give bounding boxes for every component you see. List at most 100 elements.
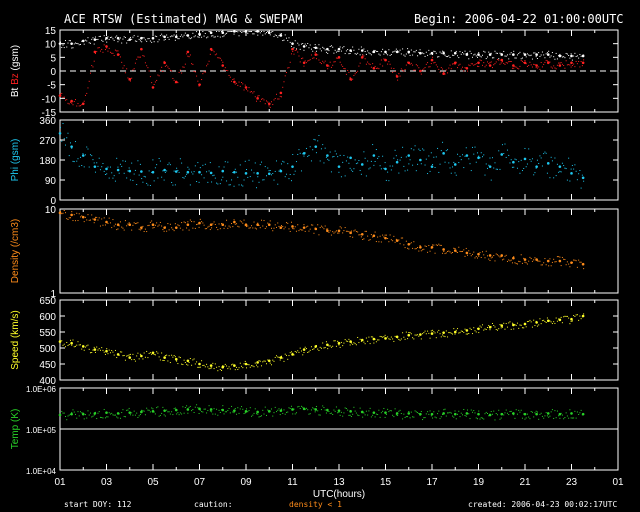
scatter-dot bbox=[278, 170, 280, 172]
scatter-dot bbox=[365, 410, 367, 412]
scatter-dot bbox=[173, 230, 175, 232]
scatter-dot bbox=[60, 93, 61, 95]
scatter-dot bbox=[544, 61, 546, 63]
data-point bbox=[407, 242, 411, 246]
scatter-dot bbox=[496, 254, 498, 256]
scatter-dot bbox=[127, 77, 129, 79]
scatter-dot bbox=[279, 227, 281, 229]
scatter-dot bbox=[106, 41, 108, 43]
scatter-dot bbox=[397, 240, 399, 242]
scatter-dot bbox=[503, 50, 505, 52]
data-point bbox=[337, 229, 341, 233]
scatter-dot bbox=[146, 40, 148, 42]
scatter-dot bbox=[69, 339, 71, 341]
scatter-dot bbox=[64, 144, 66, 146]
scatter-dot bbox=[352, 170, 354, 172]
data-point bbox=[453, 249, 457, 252]
scatter-dot bbox=[226, 180, 228, 182]
data-point bbox=[151, 223, 155, 227]
scatter-dot bbox=[270, 101, 272, 103]
scatter-dot bbox=[211, 181, 213, 183]
scatter-dot bbox=[500, 53, 502, 55]
scatter-dot bbox=[498, 150, 500, 152]
start-doy: start DOY: 112 bbox=[64, 500, 132, 509]
scatter-dot bbox=[298, 55, 300, 57]
scatter-dot bbox=[561, 414, 563, 416]
scatter-dot bbox=[495, 253, 497, 255]
scatter-dot bbox=[104, 49, 106, 51]
scatter-dot bbox=[539, 413, 541, 415]
scatter-dot bbox=[496, 52, 498, 54]
scatter-dot bbox=[278, 408, 280, 410]
scatter-dot bbox=[241, 221, 243, 223]
scatter-dot bbox=[241, 31, 243, 33]
scatter-dot bbox=[318, 414, 320, 416]
scatter-dot bbox=[580, 187, 582, 189]
scatter-dot bbox=[457, 67, 459, 69]
scatter-dot bbox=[237, 176, 239, 178]
scatter-dot bbox=[359, 338, 361, 340]
scatter-dot bbox=[310, 409, 312, 411]
scatter-dot bbox=[575, 60, 577, 62]
scatter-dot bbox=[285, 222, 287, 224]
scatter-dot bbox=[423, 248, 425, 250]
scatter-dot bbox=[194, 406, 196, 408]
scatter-dot bbox=[92, 349, 94, 351]
scatter-dot bbox=[241, 365, 243, 367]
data-point bbox=[256, 361, 259, 364]
data-point bbox=[198, 407, 201, 411]
scatter-dot bbox=[315, 405, 317, 407]
data-point bbox=[512, 323, 515, 327]
data-point bbox=[198, 362, 201, 366]
scatter-dot bbox=[143, 352, 145, 354]
data-point bbox=[523, 412, 527, 416]
scatter-dot bbox=[481, 156, 483, 158]
scatter-dot bbox=[473, 251, 475, 253]
scatter-dot bbox=[403, 165, 405, 167]
scatter-dot bbox=[284, 413, 286, 415]
scatter-dot bbox=[298, 230, 300, 232]
scatter-dot bbox=[574, 315, 576, 317]
scatter-dot bbox=[570, 262, 572, 264]
scatter-dot bbox=[484, 51, 486, 53]
scatter-dot bbox=[459, 250, 461, 252]
scatter-dot bbox=[238, 226, 240, 228]
scatter-dot bbox=[167, 66, 169, 68]
scatter-dot bbox=[531, 158, 533, 160]
scatter-dot bbox=[133, 410, 135, 412]
scatter-dot bbox=[551, 261, 553, 263]
data-point bbox=[442, 248, 445, 251]
scatter-dot bbox=[297, 224, 299, 226]
scatter-dot bbox=[71, 102, 73, 104]
scatter-dot bbox=[338, 56, 340, 58]
scatter-dot bbox=[233, 78, 235, 80]
scatter-dot bbox=[463, 53, 465, 55]
scatter-dot bbox=[433, 156, 435, 158]
scatter-dot bbox=[89, 352, 91, 354]
scatter-dot bbox=[81, 215, 83, 217]
scatter-dot bbox=[474, 257, 476, 259]
scatter-dot bbox=[69, 40, 71, 42]
data-point bbox=[81, 154, 85, 157]
ytick-label: 180 bbox=[39, 156, 56, 167]
scatter-dot bbox=[455, 61, 457, 63]
scatter-dot bbox=[216, 226, 218, 228]
scatter-dot bbox=[182, 229, 184, 231]
scatter-dot bbox=[379, 235, 381, 237]
scatter-dot bbox=[305, 226, 307, 228]
scatter-dot bbox=[206, 37, 208, 39]
scatter-dot bbox=[389, 54, 391, 56]
scatter-dot bbox=[324, 409, 326, 411]
scatter-dot bbox=[287, 40, 289, 42]
scatter-dot bbox=[151, 407, 153, 409]
scatter-dot bbox=[576, 63, 578, 65]
scatter-dot bbox=[378, 68, 380, 70]
scatter-dot bbox=[319, 414, 321, 416]
scatter-dot bbox=[273, 412, 275, 414]
scatter-dot bbox=[174, 407, 176, 409]
scatter-dot bbox=[72, 220, 74, 222]
scatter-dot bbox=[143, 410, 145, 412]
scatter-dot bbox=[364, 157, 366, 159]
scatter-dot bbox=[198, 85, 200, 87]
scatter-dot bbox=[407, 416, 409, 418]
